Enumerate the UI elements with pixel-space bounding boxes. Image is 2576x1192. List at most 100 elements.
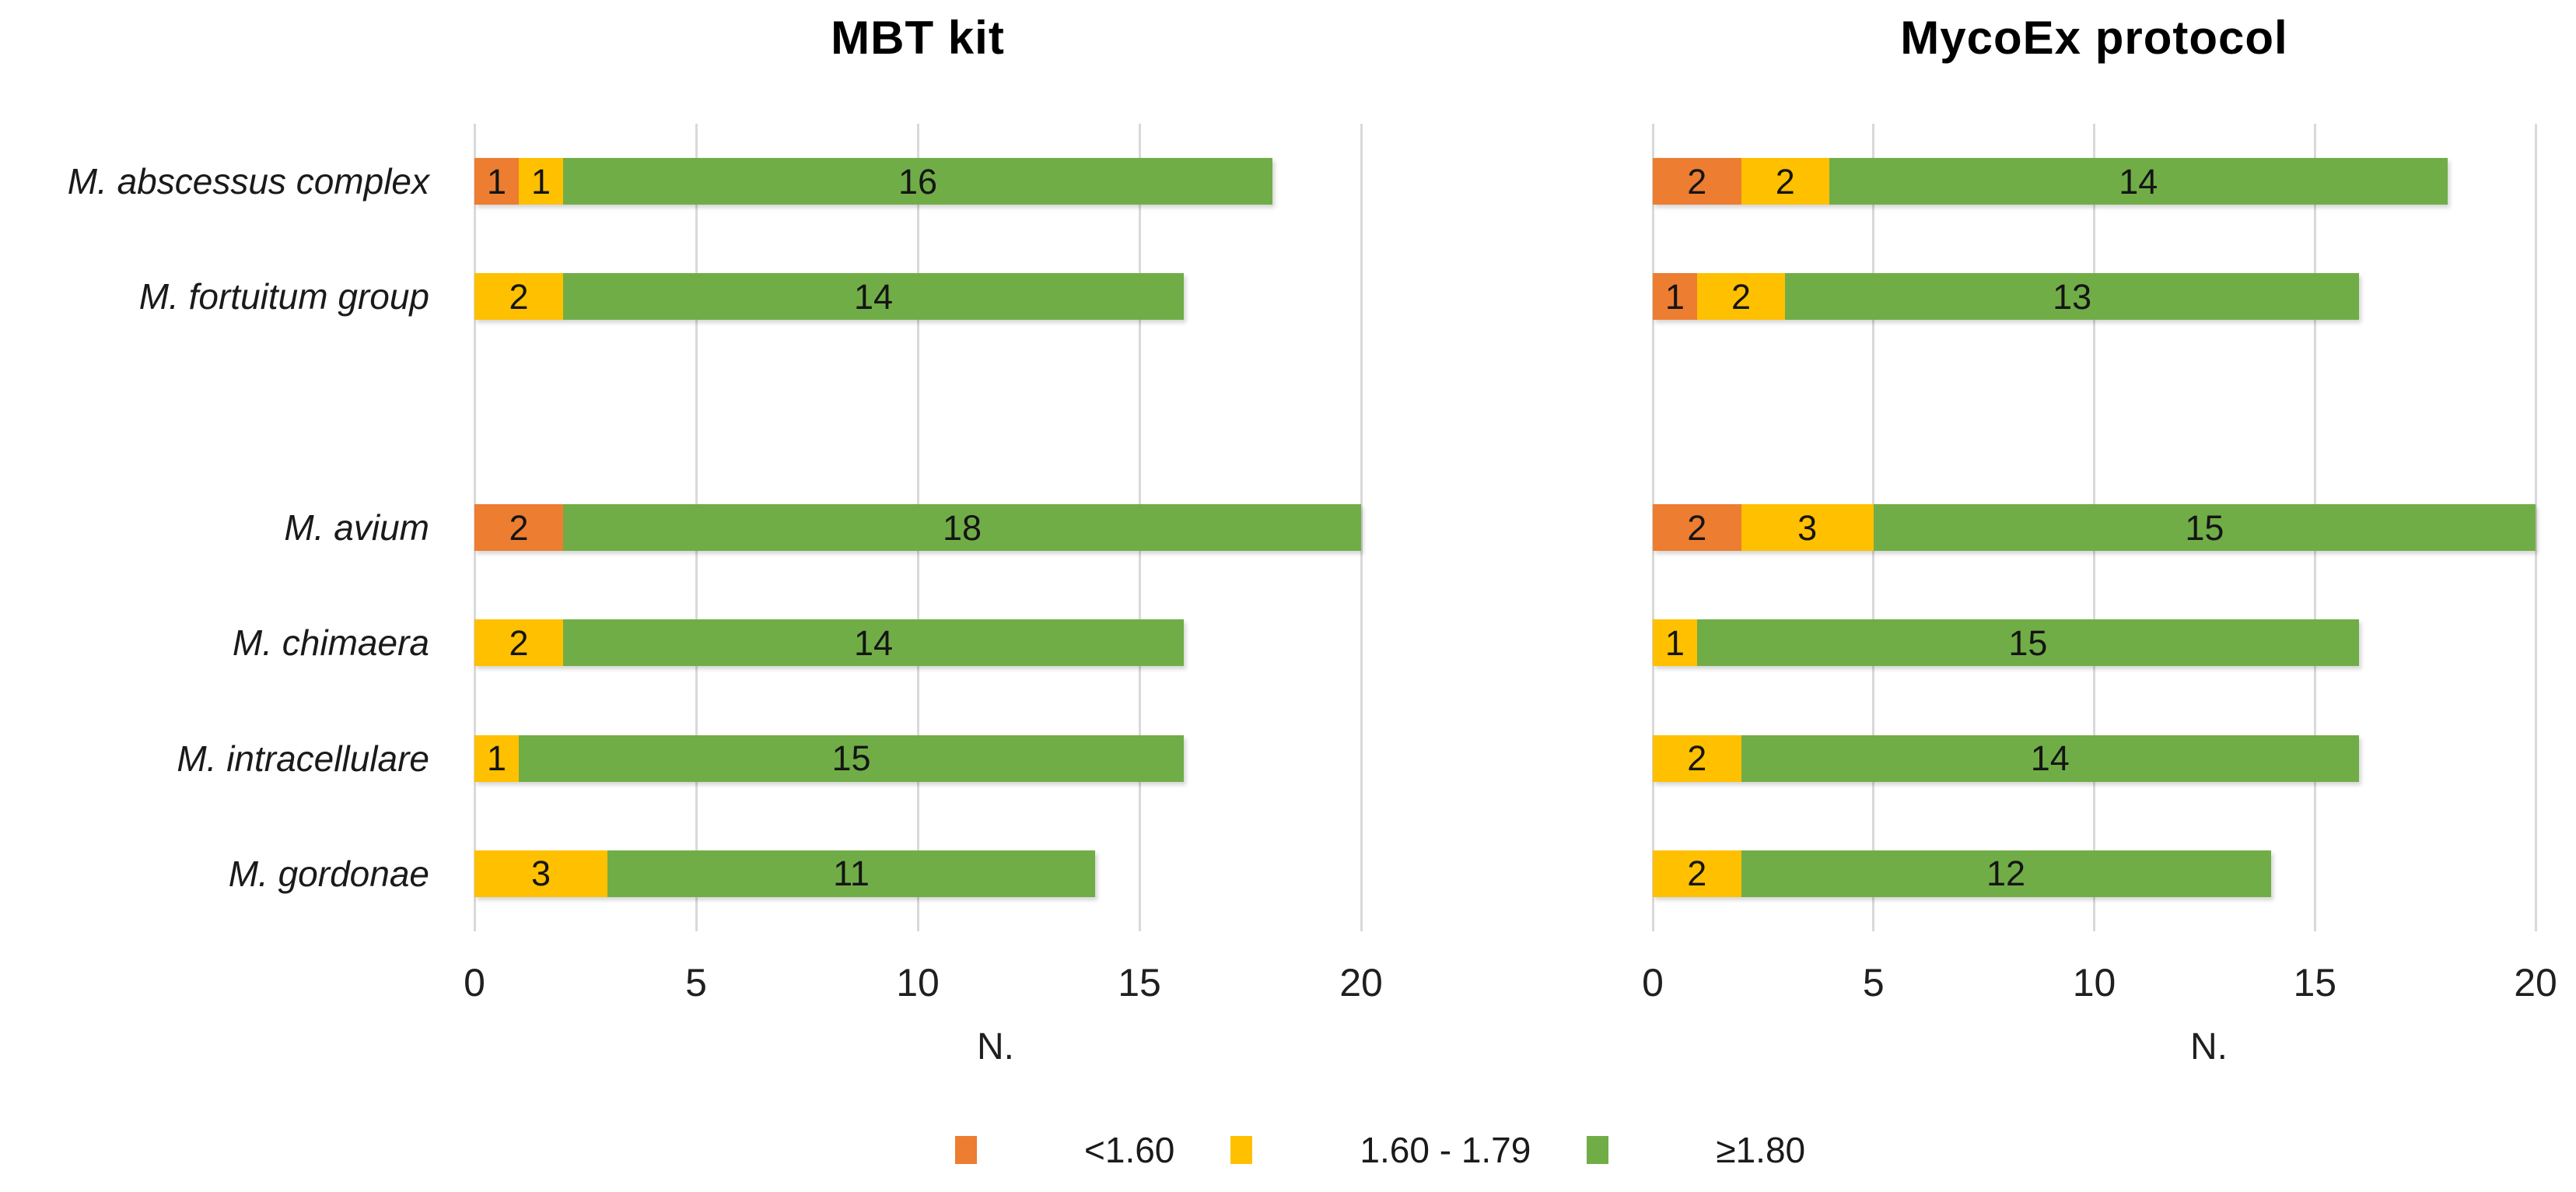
- bar-value-label: 15: [831, 738, 871, 779]
- bar-segment: 3: [474, 850, 607, 897]
- legend-label: 1.60 - 1.79: [1360, 1130, 1531, 1170]
- x-tick-label: 5: [685, 961, 707, 1004]
- bar-value-label: 18: [942, 507, 982, 548]
- bar-value-label: 16: [898, 161, 938, 202]
- bar-value-label: 15: [2185, 507, 2224, 548]
- x-axis-title: N.: [2190, 1026, 2228, 1068]
- legend: <1.60 1.60 - 1.79 ≥1.80: [955, 1127, 1861, 1173]
- x-tick-label: 0: [464, 961, 485, 1004]
- bar: 3 11: [474, 850, 1095, 897]
- bar-value-label: 2: [1687, 854, 1707, 894]
- bar-value-label: 2: [1687, 738, 1707, 779]
- bar-value-label: 1: [530, 161, 551, 202]
- bar-segment: 2: [1653, 850, 1741, 897]
- bar-segment: 2: [1653, 504, 1741, 551]
- bar-value-label: 13: [2053, 276, 2092, 317]
- bar-segment: 15: [519, 734, 1184, 782]
- x-axis-title: N.: [977, 1026, 1014, 1068]
- bar-value-label: 14: [2030, 738, 2070, 779]
- bar: 2 3 15: [1653, 504, 2536, 551]
- x-tick-label: 15: [2293, 961, 2337, 1004]
- bar-segment: 1: [519, 158, 563, 205]
- category-label: M. fortuitum group: [138, 276, 429, 317]
- bar: 2 14: [474, 273, 1184, 321]
- bar-value-label: 14: [2119, 161, 2158, 202]
- bar-segment: 16: [563, 158, 1272, 205]
- bar-segment: 14: [1829, 158, 2448, 205]
- category-label: M. avium: [284, 507, 429, 548]
- legend-swatch-icon: [955, 1136, 977, 1164]
- bar-segment: 13: [1785, 273, 2359, 321]
- bar-value-label: 2: [1731, 276, 1752, 317]
- bar-segment: 2: [474, 619, 563, 667]
- bar-value-label: 2: [509, 507, 529, 548]
- bar-segment: 2: [474, 504, 563, 551]
- x-tick-label: 0: [1642, 961, 1664, 1004]
- bar-segment: 2: [474, 273, 563, 321]
- bar-segment: 18: [563, 504, 1361, 551]
- bar-segment: 1: [1653, 619, 1697, 667]
- bar-value-label: 2: [509, 276, 529, 317]
- bar: 2 14: [1653, 734, 2359, 782]
- bar: 1 15: [1653, 619, 2359, 667]
- bar-segment: 2: [1653, 158, 1741, 205]
- bar-value-label: 2: [1687, 161, 1707, 202]
- bar-segment: 2: [1696, 273, 1786, 321]
- bar-value-label: 1: [486, 161, 507, 202]
- x-tick-label: 10: [896, 961, 940, 1004]
- bar-segment: 12: [1741, 850, 2271, 897]
- gridline: [1360, 124, 1363, 931]
- category-label: M. intracellulare: [177, 738, 429, 779]
- bar-segment: 1: [1653, 273, 1697, 321]
- category-label: M. chimaera: [232, 622, 429, 664]
- bar-value-label: 12: [1986, 854, 2026, 894]
- bar-segment: 3: [1741, 504, 1874, 551]
- category-label: M. gordonae: [228, 853, 429, 894]
- bar-value-label: 11: [833, 854, 870, 894]
- legend-label: <1.60: [1084, 1130, 1175, 1170]
- bar-segment: 1: [474, 734, 519, 782]
- gridline: [2534, 124, 2537, 931]
- bar-value-label: 1: [1664, 622, 1685, 663]
- bar-value-label: 2: [1687, 507, 1707, 548]
- bar-value-label: 2: [1775, 161, 1795, 202]
- bar-segment: 14: [563, 619, 1184, 667]
- bar-segment: 14: [563, 273, 1184, 321]
- bar: 2 18: [474, 504, 1361, 551]
- bar-value-label: 14: [853, 276, 894, 317]
- bar: 2 12: [1653, 850, 2271, 897]
- legend-swatch-icon: [1587, 1136, 1609, 1164]
- chart-title: MycoEx protocol: [1900, 12, 2288, 64]
- bar-value-label: 14: [853, 622, 894, 663]
- legend-label: ≥1.80: [1716, 1130, 1806, 1170]
- bar-segment: 11: [607, 850, 1095, 897]
- bar-value-label: 1: [486, 738, 507, 779]
- bar-segment: 15: [1873, 504, 2536, 551]
- bar-segment: 1: [474, 158, 519, 205]
- bar: 1 1 16: [474, 158, 1272, 205]
- bar: 2 2 14: [1653, 158, 2448, 205]
- x-tick-label: 15: [1118, 961, 1161, 1004]
- bar-value-label: 1: [1664, 276, 1685, 317]
- bar-value-label: 2: [509, 622, 529, 663]
- bar: 2 14: [474, 619, 1184, 667]
- bar: 1 2 13: [1653, 273, 2359, 321]
- x-tick-label: 20: [2514, 961, 2557, 1004]
- bar-value-label: 3: [530, 854, 551, 894]
- bar-value-label: 3: [1797, 507, 1818, 548]
- category-label: M. abscessus complex: [67, 161, 429, 202]
- bar-segment: 15: [1696, 619, 2359, 667]
- bar-segment: 2: [1741, 158, 1829, 205]
- bar-value-label: 15: [2008, 622, 2048, 663]
- x-tick-label: 10: [2072, 961, 2116, 1004]
- x-tick-label: 5: [1862, 961, 1885, 1004]
- chart-title: MBT kit: [831, 12, 1005, 64]
- bar-segment: 14: [1741, 734, 2359, 782]
- legend-swatch-icon: [1230, 1136, 1253, 1164]
- x-tick-label: 20: [1339, 961, 1383, 1004]
- bar: 1 15: [474, 734, 1184, 782]
- bar-segment: 2: [1653, 734, 1741, 782]
